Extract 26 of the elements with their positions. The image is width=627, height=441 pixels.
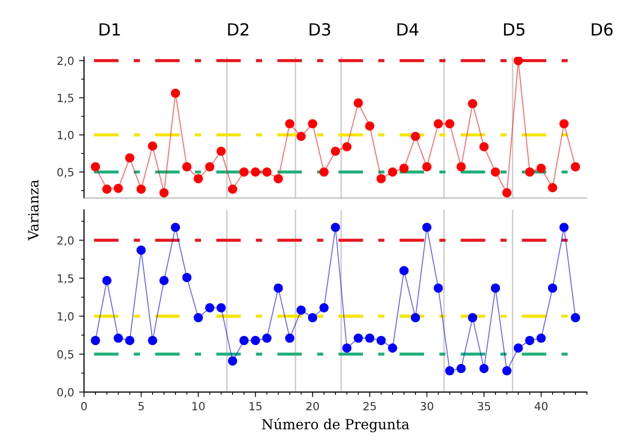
x-tick-label: 20: [306, 402, 319, 410]
y-tick-label: 0,0: [57, 388, 74, 398]
y-tick-label: 1,0: [58, 130, 74, 140]
x-tick-label: 10: [192, 402, 205, 410]
text: D2: [228, 23, 248, 36]
x-tick-label: 25: [363, 402, 376, 410]
text: D4: [397, 23, 418, 36]
y-tick-label: 0,5: [57, 350, 74, 360]
y-tick-label: 1,5: [58, 94, 74, 104]
y-tick-label: 1,5: [58, 274, 74, 284]
x-tick-label: 15: [250, 402, 262, 410]
text: D6: [592, 23, 613, 36]
text: D1: [100, 23, 120, 36]
y-tick-label: 2,0: [57, 236, 74, 246]
y-axis-title: Varianza: [28, 180, 39, 241]
x-tick-label: 40: [534, 402, 548, 410]
y-tick-label: 0,5: [57, 168, 74, 178]
x-axis-title: Número de Pregunta: [262, 418, 410, 432]
x-tick-label: 0: [81, 402, 87, 410]
y-tick-label: 1,0: [58, 312, 74, 322]
x-tick-label: 35: [478, 402, 490, 410]
x-tick-label: 5: [138, 402, 144, 410]
text: D5: [504, 23, 524, 36]
y-tick-label: 2,0: [57, 56, 74, 66]
x-tick-label: 30: [420, 402, 434, 410]
text: D3: [310, 23, 330, 36]
